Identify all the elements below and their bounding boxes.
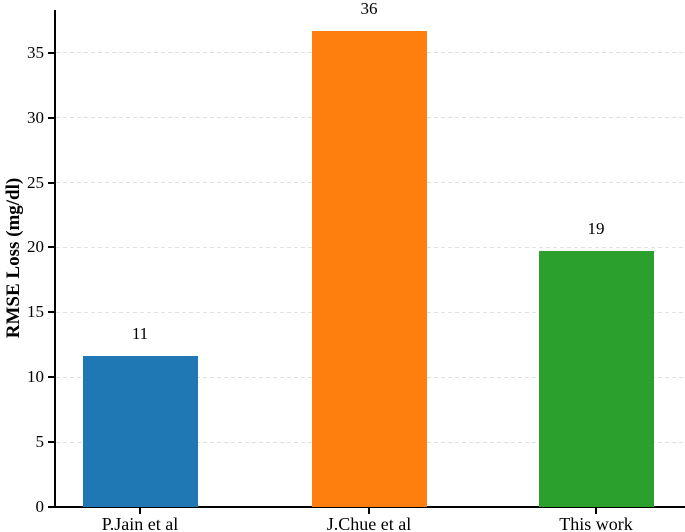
- y-tick-mark: [48, 376, 54, 379]
- x-tick-label: J.Chue et al: [326, 514, 412, 532]
- x-tick-mark: [595, 508, 597, 514]
- y-tick-mark: [48, 311, 54, 314]
- bar-value-label: 11: [131, 324, 149, 344]
- bar: [311, 30, 427, 507]
- bar: [82, 356, 198, 507]
- y-tick-mark: [48, 246, 54, 249]
- y-tick-label: 5: [35, 432, 45, 452]
- y-axis-spine: [54, 10, 56, 508]
- x-tick-label: This work: [559, 514, 633, 532]
- y-tick-label: 25: [27, 172, 44, 192]
- y-tick-label: 20: [27, 237, 44, 257]
- y-tick-mark: [48, 181, 54, 184]
- x-tick-mark: [139, 508, 141, 514]
- y-tick-label: 35: [27, 42, 44, 62]
- y-tick-mark: [48, 441, 54, 444]
- y-tick-mark: [48, 116, 54, 119]
- y-tick-label: 0: [35, 497, 45, 516]
- x-axis-spine: [54, 506, 685, 508]
- x-tick-mark: [368, 508, 370, 514]
- y-tick-mark: [48, 51, 54, 54]
- y-tick-label: 30: [27, 107, 44, 127]
- bar: [538, 251, 654, 507]
- y-tick-label: 15: [27, 302, 44, 322]
- x-tick-label: P.Jain et al: [101, 514, 179, 532]
- bar-value-label: 19: [587, 219, 605, 239]
- bar-value-label: 36: [360, 0, 378, 18]
- y-tick-label: 10: [27, 367, 44, 387]
- y-tick-mark: [48, 506, 54, 508]
- plot-area: 11 36 19 0 5 10 15 20 25 30 35 P.Jain et al J.Chue …: [27, 0, 685, 532]
